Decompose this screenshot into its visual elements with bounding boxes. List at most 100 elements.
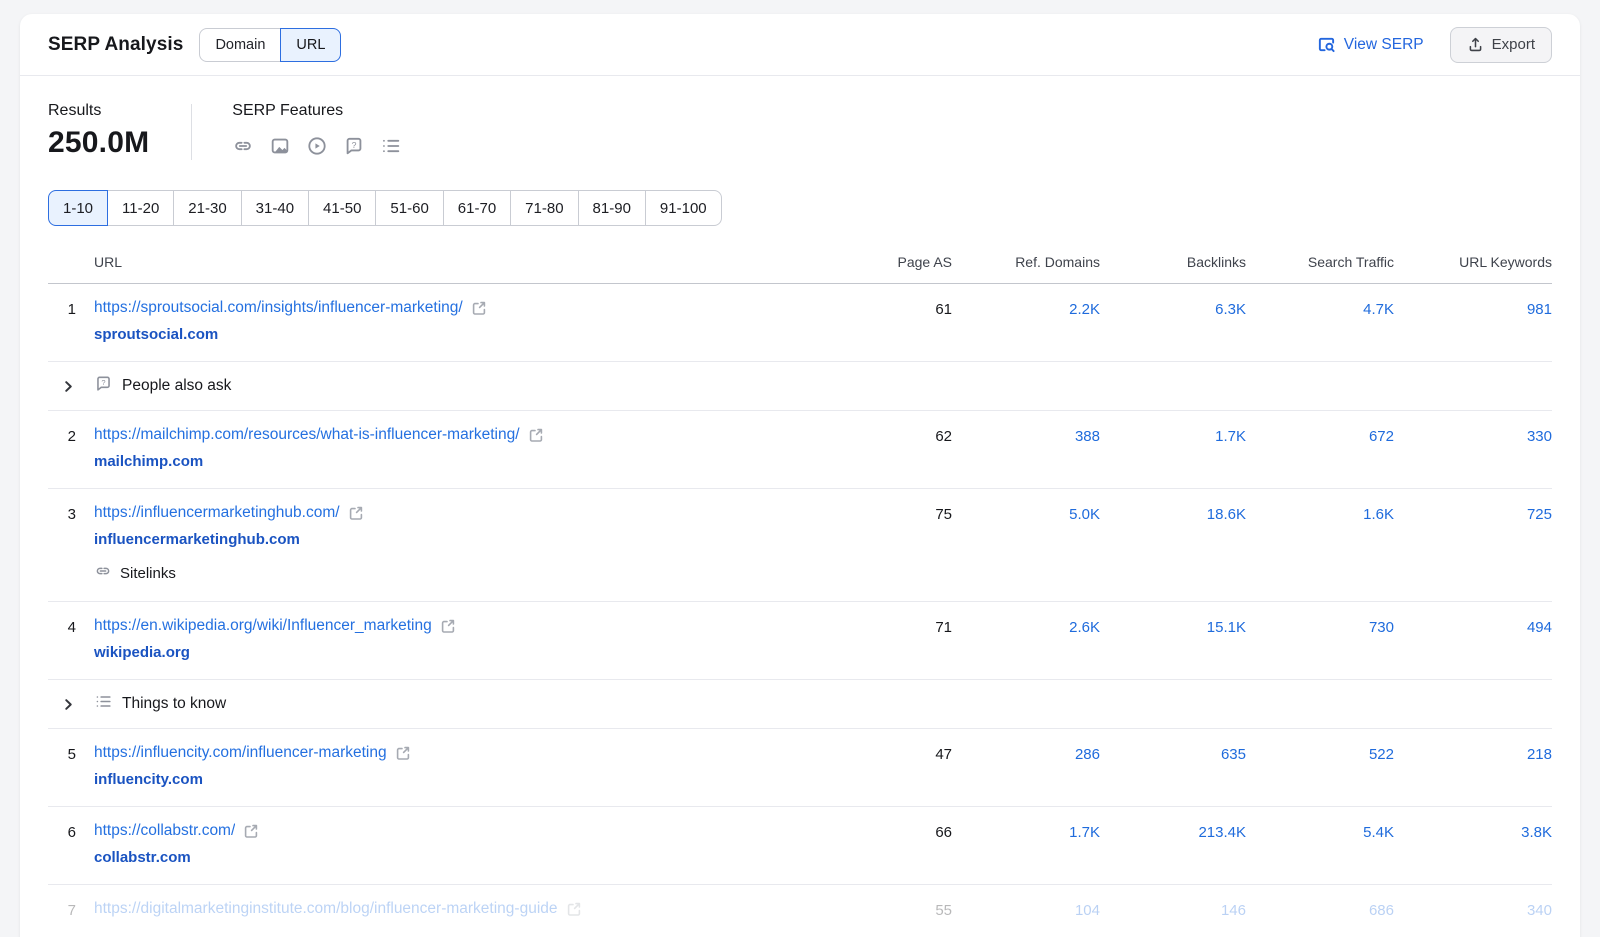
pagination-page-61-70[interactable]: 61-70 <box>442 190 512 226</box>
url-keywords-link[interactable]: 725 <box>1526 506 1552 523</box>
serp-analysis-card: SERP Analysis Domain URL View SERP <box>20 14 1580 937</box>
result-domain[interactable]: wikipedia.org <box>94 644 190 661</box>
backlinks-link[interactable]: 18.6K <box>1206 506 1246 523</box>
external-link-icon[interactable] <box>471 300 487 316</box>
chevron-right-icon[interactable] <box>48 379 76 394</box>
external-link-icon[interactable] <box>528 427 544 443</box>
page-as-value: 75 <box>935 506 952 523</box>
result-url-block: https://collabstr.com/collabstr.com <box>94 822 824 867</box>
backlinks-link[interactable]: 635 <box>1220 746 1246 763</box>
ref-domains-link[interactable]: 2.6K <box>1069 619 1100 636</box>
result-domain[interactable]: mailchimp.com <box>94 453 204 470</box>
url-keywords-value: 340 <box>1412 900 1552 919</box>
people-also-ask-icon: ? <box>343 135 365 157</box>
column-header-url: URL <box>94 254 123 270</box>
search-traffic-link[interactable]: 522 <box>1368 746 1394 763</box>
sitelinks-label: Sitelinks <box>120 564 176 582</box>
external-link-icon[interactable] <box>566 901 582 917</box>
result-url[interactable]: https://mailchimp.com/resources/what-is-… <box>94 426 520 443</box>
url-keywords-link[interactable]: 494 <box>1526 619 1552 636</box>
backlinks-link[interactable]: 146 <box>1220 902 1246 919</box>
backlinks-value: 1.7K <box>1118 426 1246 445</box>
chevron-right-icon[interactable] <box>48 697 76 712</box>
url-keywords-link[interactable]: 340 <box>1526 902 1552 919</box>
export-label: Export <box>1491 36 1535 53</box>
result-domain[interactable]: influencity.com <box>94 771 203 788</box>
ref-domains-link[interactable]: 1.7K <box>1069 824 1100 841</box>
result-row: 1 https://sproutsocial.com/insights/influ… <box>48 284 1552 362</box>
search-traffic-value: 5.4K <box>1264 822 1394 841</box>
search-traffic-link[interactable]: 1.6K <box>1363 506 1394 523</box>
search-traffic-value: 1.6K <box>1264 504 1394 523</box>
upload-icon <box>1467 36 1484 53</box>
ref-domains-value: 5.0K <box>970 504 1100 523</box>
pagination-page-91-100[interactable]: 91-100 <box>644 190 722 226</box>
view-serp-link[interactable]: View SERP <box>1317 35 1424 54</box>
result-url[interactable]: https://sproutsocial.com/insights/influe… <box>94 299 463 316</box>
page-as-value: 71 <box>935 619 952 636</box>
search-traffic-link[interactable]: 5.4K <box>1363 824 1394 841</box>
result-url[interactable]: https://influencity.com/influencer-marke… <box>94 744 387 761</box>
result-url[interactable]: https://en.wikipedia.org/wiki/Influencer… <box>94 617 432 634</box>
sitelinks-icon <box>232 135 254 157</box>
search-traffic-link[interactable]: 672 <box>1368 428 1394 445</box>
backlinks-link[interactable]: 15.1K <box>1206 619 1246 636</box>
result-domain[interactable]: sproutsocial.com <box>94 326 219 343</box>
ref-domains-link[interactable]: 286 <box>1074 746 1100 763</box>
pagination-page-41-50[interactable]: 41-50 <box>308 190 377 226</box>
pagination-page-71-80[interactable]: 71-80 <box>510 190 579 226</box>
column-header-ref-domains: Ref. Domains <box>1015 254 1100 270</box>
result-row: 4 https://en.wikipedia.org/wiki/Influence… <box>48 602 1552 680</box>
pagination-page-11-20[interactable]: 11-20 <box>107 190 175 226</box>
result-url[interactable]: https://digitalmarketinginstitute.com/bl… <box>94 900 558 917</box>
ref-domains-link[interactable]: 5.0K <box>1069 506 1100 523</box>
ref-domains-link[interactable]: 388 <box>1074 428 1100 445</box>
backlinks-link[interactable]: 213.4K <box>1198 824 1246 841</box>
result-url[interactable]: https://collabstr.com/ <box>94 822 236 839</box>
url-keywords-link[interactable]: 3.8K <box>1521 824 1552 841</box>
backlinks-link[interactable]: 1.7K <box>1215 428 1246 445</box>
toggle-domain[interactable]: Domain <box>199 27 282 62</box>
url-keywords-link[interactable]: 218 <box>1526 746 1552 763</box>
result-domain[interactable]: influencermarketinghub.com <box>94 531 300 548</box>
card-header: SERP Analysis Domain URL View SERP <box>20 14 1580 76</box>
search-traffic-link[interactable]: 686 <box>1368 902 1394 919</box>
table-header: URL Page AS Ref. Domains Backlinks Search Tr… <box>48 254 1552 284</box>
result-position: 7 <box>67 902 76 919</box>
backlinks-link[interactable]: 6.3K <box>1215 301 1246 318</box>
pagination: 1-10 11-20 21-30 31-40 41-50 51-60 61-70 71-80 8… <box>48 190 722 226</box>
serp-feature-label-group: Things to know <box>94 692 824 716</box>
url-keywords-value: 494 <box>1412 617 1552 636</box>
ref-domains-link[interactable]: 2.2K <box>1069 301 1100 318</box>
serp-feature-label-group: ? People also ask <box>94 374 824 398</box>
toggle-url[interactable]: URL <box>280 27 342 62</box>
result-url[interactable]: https://influencermarketinghub.com/ <box>94 504 340 521</box>
pagination-page-31-40[interactable]: 31-40 <box>240 190 310 226</box>
external-link-icon[interactable] <box>348 505 364 521</box>
serp-feature-row[interactable]: Things to know <box>48 680 1552 729</box>
search-traffic-link[interactable]: 4.7K <box>1363 301 1394 318</box>
pagination-page-51-60[interactable]: 51-60 <box>375 190 444 226</box>
url-keywords-value: 3.8K <box>1412 822 1552 841</box>
search-traffic-value: 522 <box>1264 744 1394 763</box>
backlinks-value: 18.6K <box>1118 504 1246 523</box>
url-keywords-link[interactable]: 981 <box>1526 301 1552 318</box>
export-button[interactable]: Export <box>1449 26 1552 63</box>
results-label: Results <box>48 102 102 119</box>
result-domain[interactable]: collabstr.com <box>94 849 191 866</box>
external-link-icon[interactable] <box>440 618 456 634</box>
result-url-block: https://digitalmarketinginstitute.com/bl… <box>94 900 824 918</box>
search-traffic-value: 4.7K <box>1264 299 1394 318</box>
serp-feature-row[interactable]: ? People also ask <box>48 362 1552 411</box>
external-link-icon[interactable] <box>395 745 411 761</box>
external-link-icon[interactable] <box>243 823 259 839</box>
ref-domains-link[interactable]: 104 <box>1074 902 1100 919</box>
pagination-page-21-30[interactable]: 21-30 <box>173 190 242 226</box>
pagination-page-81-90[interactable]: 81-90 <box>577 190 646 226</box>
search-traffic-link[interactable]: 730 <box>1368 619 1394 636</box>
table-body: 1 https://sproutsocial.com/insights/influ… <box>48 284 1552 936</box>
url-keywords-link[interactable]: 330 <box>1526 428 1552 445</box>
pagination-page-1-10[interactable]: 1-10 <box>48 190 109 226</box>
page-title: SERP Analysis <box>48 33 184 55</box>
search-traffic-value: 686 <box>1264 900 1394 919</box>
